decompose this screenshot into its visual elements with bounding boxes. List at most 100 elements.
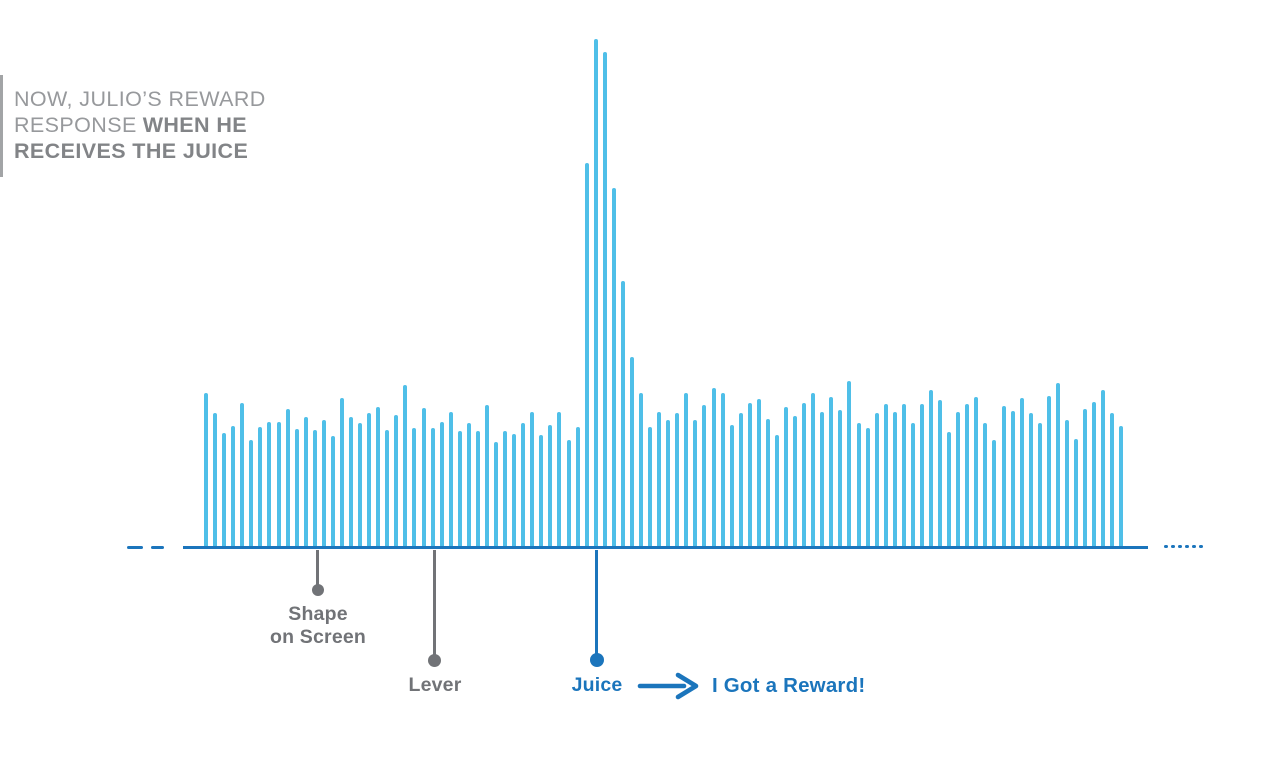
lever-marker-dot: [428, 654, 441, 667]
ellipsis-dot: [1178, 545, 1182, 548]
bar: [548, 425, 553, 548]
bar: [240, 403, 245, 548]
timeline-axis: [183, 546, 1148, 549]
bar: [892, 412, 897, 548]
bar: [639, 393, 643, 548]
bar: [774, 435, 779, 548]
bar: [992, 440, 997, 548]
bar: [919, 404, 924, 548]
bar: [204, 393, 208, 548]
bar: [376, 407, 381, 548]
bar: [865, 428, 870, 548]
bar: [874, 413, 879, 548]
bar: [276, 422, 281, 548]
bar: [403, 385, 408, 548]
bar: [566, 440, 571, 548]
juice-marker-label: Juice: [571, 674, 623, 696]
bar: [557, 412, 562, 548]
bar: [611, 188, 616, 548]
shape-marker-dot: [312, 584, 324, 596]
ellipsis-dot: [1199, 545, 1203, 548]
title-line1: NOW, JULIO’S REWARD: [14, 87, 266, 111]
bar: [593, 39, 598, 548]
bar: [466, 423, 471, 548]
shape-marker-line: [316, 550, 319, 587]
bar: [765, 419, 770, 548]
bar: [983, 423, 988, 548]
bar: [793, 416, 798, 548]
bar: [258, 427, 263, 548]
bar: [648, 427, 653, 548]
bar: [720, 393, 725, 548]
bar: [512, 434, 517, 548]
bar: [784, 407, 788, 548]
bar: [829, 397, 834, 548]
bar: [620, 281, 625, 548]
bar: [339, 398, 344, 548]
bar: [847, 381, 852, 548]
bar: [838, 410, 843, 548]
shape-label-line2: on Screen: [269, 626, 367, 648]
bar: [475, 431, 480, 548]
ellipsis-dot: [1171, 545, 1175, 548]
right-arrow-icon: [637, 672, 699, 700]
bar: [1064, 420, 1069, 548]
bar: [929, 390, 933, 548]
bar: [883, 404, 888, 548]
bar: [1055, 383, 1060, 548]
bar: [575, 427, 580, 548]
bar: [285, 409, 290, 548]
bar: [249, 440, 254, 548]
bar: [439, 422, 444, 548]
bar: [702, 405, 707, 548]
bar: [539, 435, 544, 548]
bar: [231, 426, 236, 548]
bar: [1001, 406, 1006, 548]
title-line3: RECEIVES THE JUICE: [14, 139, 249, 163]
bar: [1046, 396, 1051, 548]
timeline-dash-1: [127, 546, 143, 549]
ellipsis-dot: [1164, 545, 1168, 548]
ellipsis-dot: [1192, 545, 1196, 548]
bar: [856, 423, 861, 548]
bar: [629, 357, 634, 548]
timeline-dash-2: [151, 546, 164, 549]
bar: [1010, 411, 1015, 548]
reward-annotation: I Got a Reward!: [712, 674, 866, 697]
bar: [602, 52, 607, 548]
bar: [747, 403, 752, 548]
bar: [412, 428, 417, 548]
bar: [956, 412, 961, 548]
bar: [503, 431, 508, 548]
ellipsis-dot: [1185, 545, 1189, 548]
bar: [1110, 413, 1115, 548]
bar: [947, 432, 952, 548]
bar: [1074, 439, 1078, 548]
shape-label-line1: Shape: [288, 603, 348, 625]
bar: [910, 423, 915, 548]
bar: [1019, 398, 1024, 548]
bar: [820, 412, 825, 548]
bar: [1092, 402, 1097, 548]
bar: [312, 430, 317, 548]
bar: [738, 413, 743, 548]
bar: [385, 430, 390, 548]
bar: [965, 404, 970, 548]
bar: [811, 393, 816, 548]
bar: [267, 422, 272, 548]
bar: [675, 413, 680, 548]
bar: [484, 405, 489, 548]
bar: [729, 425, 734, 548]
bar: [938, 400, 943, 548]
lever-marker-label: Lever: [408, 674, 462, 696]
bar: [1037, 423, 1042, 548]
bar: [494, 442, 498, 548]
slide-title: NOW, JULIO’S REWARD RESPONSE WHEN HE RECE…: [14, 86, 314, 164]
bar: [358, 423, 363, 548]
bar: [294, 429, 299, 548]
bar: [684, 393, 689, 548]
bar: [448, 412, 453, 548]
bar: [430, 428, 435, 548]
juice-marker-line: [595, 550, 598, 657]
